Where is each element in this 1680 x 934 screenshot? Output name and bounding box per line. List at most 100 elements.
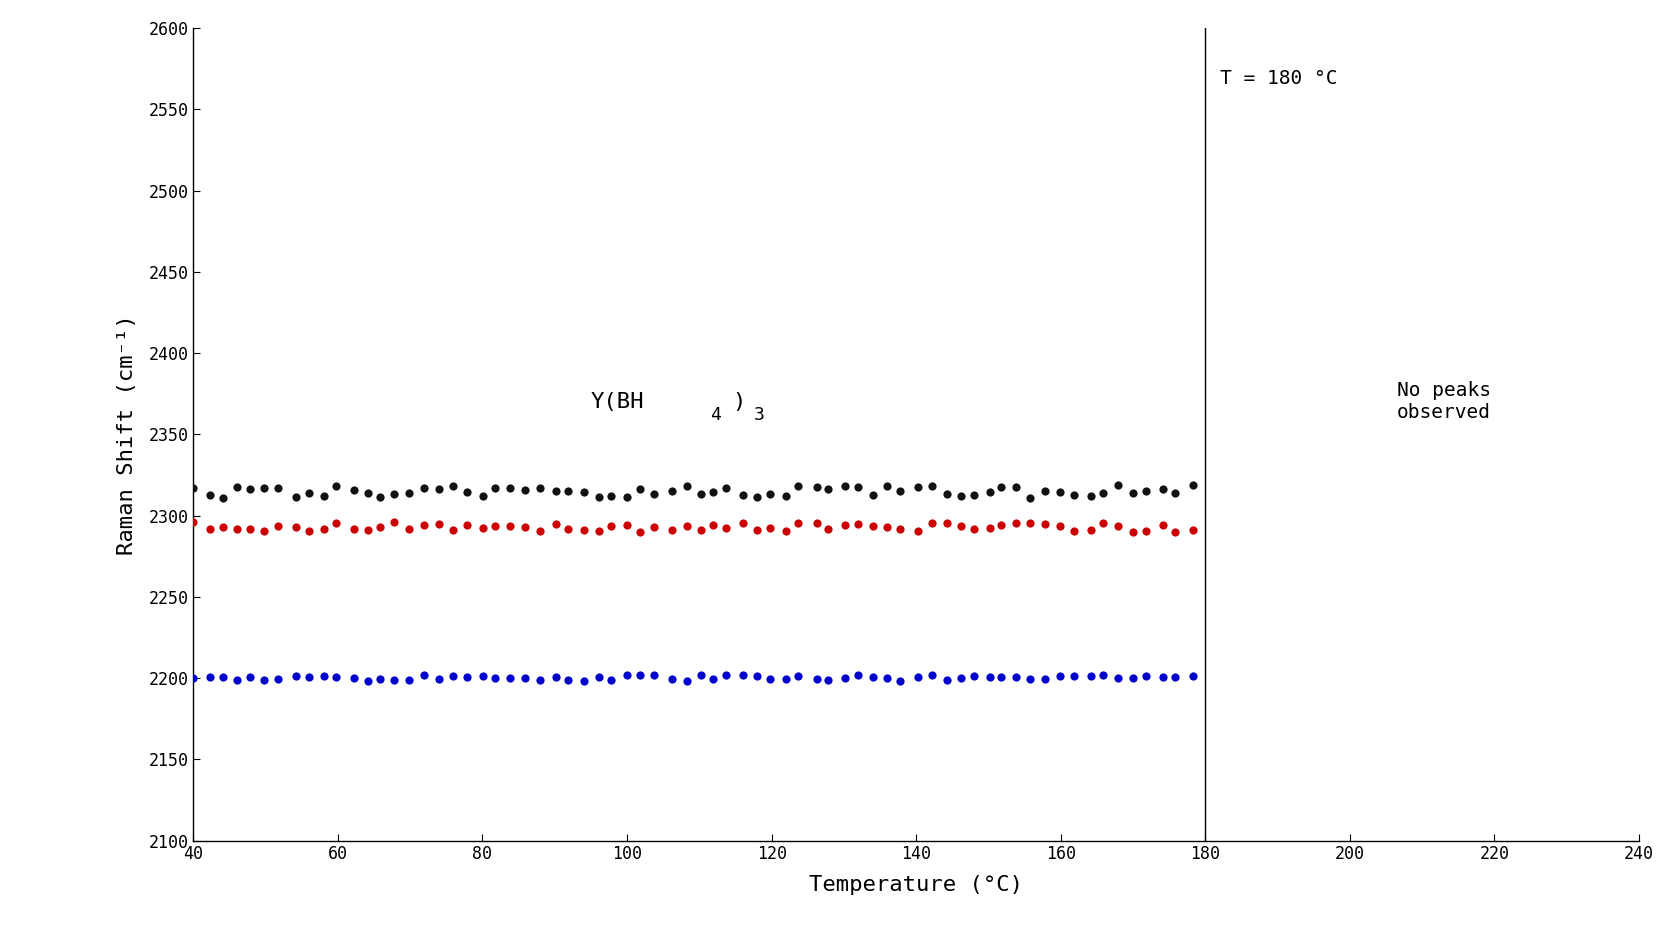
Point xyxy=(482,481,509,496)
Point xyxy=(440,522,467,537)
Point xyxy=(395,522,422,537)
Point xyxy=(904,670,931,685)
Point xyxy=(585,490,612,505)
Point xyxy=(1161,670,1188,685)
Point xyxy=(743,523,769,538)
Point xyxy=(674,478,701,493)
Point xyxy=(858,488,885,502)
Point xyxy=(613,517,640,532)
Point xyxy=(425,672,452,686)
Point xyxy=(1104,671,1131,686)
Point xyxy=(1077,523,1104,538)
Point xyxy=(410,517,437,532)
Point xyxy=(1077,488,1104,503)
Point xyxy=(1119,671,1146,686)
Point xyxy=(296,670,323,685)
Point xyxy=(341,671,368,686)
Point xyxy=(1161,524,1188,539)
Point xyxy=(1016,672,1043,686)
Point xyxy=(1179,477,1206,492)
Point xyxy=(341,482,368,497)
Point xyxy=(976,669,1003,684)
Point xyxy=(596,518,623,533)
Point xyxy=(395,672,422,687)
Text: Y(BH: Y(BH xyxy=(590,391,643,412)
Point xyxy=(440,479,467,494)
Point xyxy=(803,672,830,686)
Point xyxy=(785,516,811,531)
Point xyxy=(440,668,467,683)
Point xyxy=(1132,484,1159,499)
Point xyxy=(354,486,381,501)
Point xyxy=(932,673,959,688)
Point xyxy=(197,670,223,685)
Point xyxy=(1001,516,1028,531)
Point xyxy=(830,518,857,533)
Point xyxy=(469,488,496,503)
Point xyxy=(180,671,207,686)
Point xyxy=(1032,484,1058,499)
Point xyxy=(640,519,667,534)
Point xyxy=(250,481,277,496)
Point xyxy=(526,523,553,538)
Point xyxy=(712,480,739,495)
Point xyxy=(341,522,368,537)
Point xyxy=(526,480,553,495)
Point xyxy=(410,481,437,496)
Point xyxy=(1001,670,1028,685)
Point xyxy=(511,483,538,498)
Point xyxy=(674,518,701,533)
Point xyxy=(858,670,885,685)
Point xyxy=(874,478,900,493)
Point xyxy=(454,484,480,499)
Point xyxy=(803,480,830,495)
Point xyxy=(815,522,842,537)
Point xyxy=(596,488,623,503)
Point xyxy=(843,480,870,495)
Point xyxy=(469,669,496,684)
Point xyxy=(1016,516,1043,531)
Text: ): ) xyxy=(731,391,744,412)
Point xyxy=(1119,486,1146,501)
Point xyxy=(756,672,783,686)
Point xyxy=(323,670,349,685)
Point xyxy=(210,519,237,534)
Point xyxy=(1089,486,1116,501)
Point xyxy=(627,524,654,539)
Point xyxy=(976,485,1003,500)
Point xyxy=(1047,518,1074,533)
Point xyxy=(773,672,800,686)
Point xyxy=(554,484,581,499)
Point xyxy=(887,483,914,498)
Point xyxy=(469,521,496,536)
Point xyxy=(381,672,408,687)
Point xyxy=(381,487,408,502)
Point xyxy=(1149,670,1176,685)
Point xyxy=(1032,517,1058,531)
Point xyxy=(1060,488,1087,502)
Point xyxy=(988,670,1015,685)
Point xyxy=(917,668,944,683)
Point xyxy=(756,487,783,502)
Point xyxy=(712,668,739,683)
Point xyxy=(585,670,612,685)
Point xyxy=(410,668,437,683)
Point xyxy=(699,485,726,500)
Point xyxy=(1001,479,1028,494)
Point xyxy=(773,488,800,503)
Point xyxy=(874,671,900,686)
Point xyxy=(843,668,870,683)
Point xyxy=(425,482,452,497)
Point xyxy=(497,480,524,495)
Point xyxy=(250,672,277,687)
Point xyxy=(543,517,570,531)
Point xyxy=(613,489,640,504)
Point xyxy=(1149,517,1176,532)
Point xyxy=(1089,516,1116,531)
Point xyxy=(366,519,393,534)
Point xyxy=(729,516,756,531)
Point xyxy=(904,480,931,495)
Point xyxy=(210,490,237,505)
Point xyxy=(282,519,309,534)
Point xyxy=(917,478,944,493)
